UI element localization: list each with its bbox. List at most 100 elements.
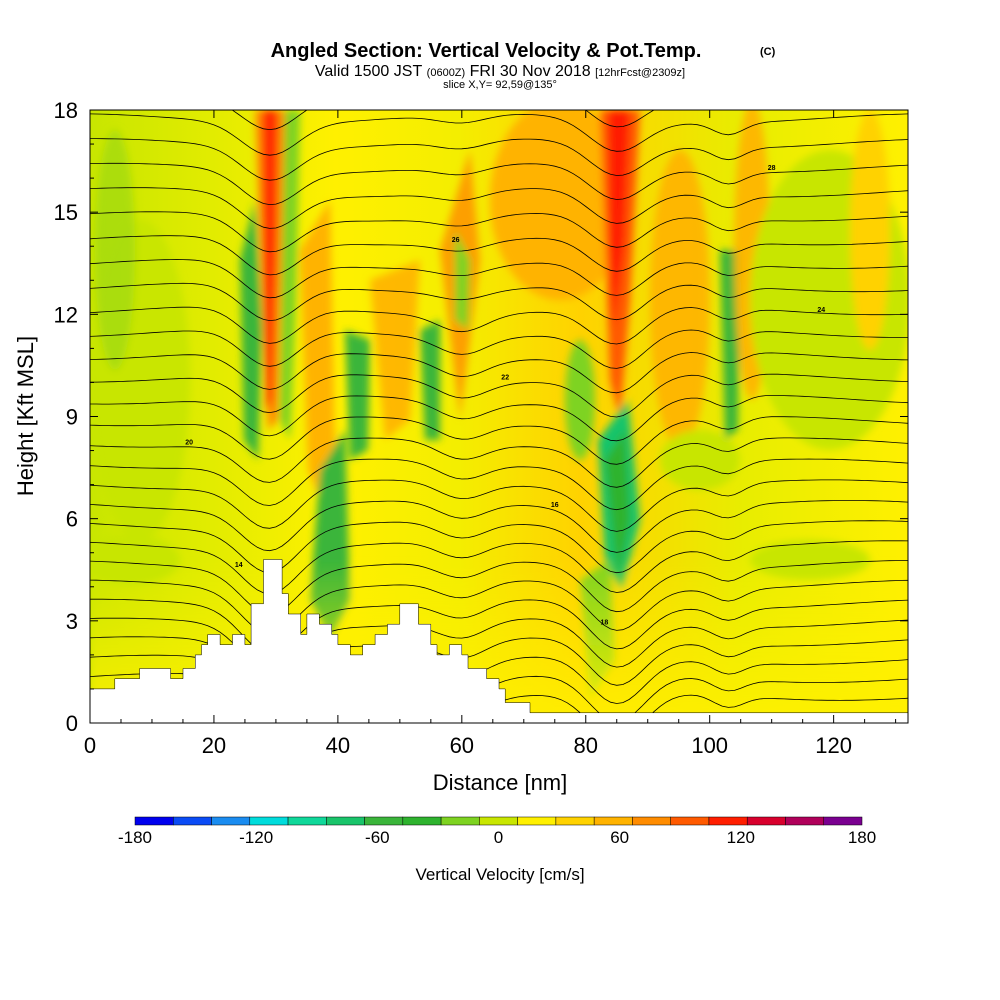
theta-contour-line (90, 458, 908, 511)
chart-title-mark: (C) (760, 46, 776, 58)
downdraft-band (455, 230, 470, 330)
theta-contour-line (90, 162, 908, 206)
theta-contour-label: 14 (235, 562, 243, 569)
y-axis-title: Height [Kft MSL] (13, 336, 38, 496)
theta-contour-line (90, 540, 908, 595)
colorbar-swatch (173, 816, 212, 826)
theta-contour-label: 30 (402, 90, 410, 97)
colorbar-swatch (785, 816, 824, 826)
colorbar-swatch (593, 816, 633, 826)
subtitle-valid: Valid 1500 JST (315, 63, 423, 80)
downdraft-band (345, 330, 370, 460)
colorbar-swatch (211, 816, 251, 826)
colorbar-swatch (326, 816, 365, 826)
theta-contour-label: 20 (185, 440, 193, 447)
theta-contour-line (90, 282, 908, 322)
velocity-field (90, 110, 908, 723)
updraft-core (262, 110, 278, 410)
colorbar-swatch (287, 816, 327, 826)
downdraft-region (565, 340, 595, 460)
theta-contour-line (90, 113, 908, 156)
theta-contour-label: 26 (452, 237, 460, 244)
theta-contour-line (90, 598, 908, 655)
theta-contour-line (90, 479, 908, 532)
theta-contour-line (90, 0, 908, 24)
colorbar-tick-label: -120 (239, 828, 273, 847)
y-tick-label: 6 (66, 507, 78, 532)
colorbar-swatch (134, 816, 174, 826)
x-tick-label: 80 (574, 733, 598, 758)
subtitle-date: FRI 30 Nov 2018 (470, 63, 591, 80)
theta-contour-line (90, 187, 908, 229)
theta-contour-line (90, 138, 908, 181)
colorbar-title: Vertical Velocity [cm/s] (415, 865, 584, 884)
theta-contour-line (90, 259, 908, 299)
y-tick-label: 9 (66, 405, 78, 430)
x-tick-label: 0 (84, 733, 96, 758)
downdraft-region (95, 130, 135, 370)
colorbar-swatch (249, 816, 289, 826)
chart-title: Angled Section: Vertical Velocity & Pot.… (271, 40, 702, 62)
theta-contour-label: 16 (551, 502, 559, 509)
colorbar-swatch (708, 816, 748, 826)
colorbar-swatch (823, 816, 863, 826)
colorbar-swatch (632, 816, 671, 826)
slice-label: slice X,Y= 92,59@135° (443, 79, 557, 91)
colorbar-swatch (479, 816, 518, 826)
theta-contour-line (90, 329, 908, 369)
subtitle-fcst: [12hrFcst@2309z] (595, 67, 685, 79)
theta-contour-line (90, 520, 908, 574)
updraft-region (850, 110, 890, 350)
colorbar-tick-label: 0 (494, 828, 503, 847)
x-tick-label: 20 (202, 733, 226, 758)
x-tick-label: 40 (326, 733, 350, 758)
downdraft-region (660, 430, 740, 490)
updraft-core (608, 110, 630, 330)
theta-contour-line (90, 500, 908, 553)
theta-contour-line (90, 560, 908, 615)
y-axis: 0 3 6 9 12 15 18 (54, 98, 908, 736)
colorbar-tick-label: 180 (848, 828, 876, 847)
colorbar-tick-label: 60 (610, 828, 629, 847)
downdraft-band (240, 200, 262, 460)
colorbar-swatch (517, 816, 557, 826)
colorbar-swatch (555, 816, 595, 826)
theta-contour-line (90, 235, 908, 276)
theta-contour-label: 22 (501, 375, 509, 382)
theta-contour-line (90, 579, 908, 635)
downdraft-core (605, 430, 630, 580)
theta-contour-line (90, 416, 908, 465)
subtitle-z: (0600Z) (427, 67, 466, 79)
theta-contour-label: 28 (768, 165, 776, 172)
theta-contour-line (90, 211, 908, 253)
updraft-region (370, 260, 420, 440)
x-tick-label: 60 (450, 733, 474, 758)
y-tick-label: 15 (54, 200, 78, 225)
colorbar-tick-label: 120 (727, 828, 755, 847)
theta-contour-label: 32 (718, 13, 726, 20)
downdraft-band (420, 320, 440, 440)
y-tick-label: 3 (66, 609, 78, 634)
updraft-region (300, 200, 335, 500)
colorbar-swatch (440, 816, 480, 826)
theta-contour-label: 24 (817, 307, 825, 314)
y-tick-label: 12 (54, 302, 78, 327)
y-tick-label: 0 (66, 711, 78, 736)
downdraft-region (750, 540, 870, 580)
theta-contour-label: 18 (600, 620, 608, 627)
colorbar: -180 -120 -60 0 60 120 180 (118, 816, 876, 847)
chart-subtitle: Valid 1500 JST (0600Z) FRI 30 Nov 2018 [… (315, 63, 685, 80)
colorbar-swatch (670, 816, 710, 826)
theta-contour-line (90, 352, 908, 394)
theta-contour-line (90, 617, 908, 673)
downdraft-band (280, 110, 300, 440)
colorbar-swatch (746, 816, 786, 826)
colorbar-swatch (402, 816, 442, 826)
downdraft-region (90, 535, 180, 585)
x-axis: 0 20 40 60 80 100 120 (84, 110, 897, 758)
colorbar-tick-label: -60 (365, 828, 390, 847)
x-tick-label: 120 (815, 733, 852, 758)
theta-contour-line (90, 306, 908, 345)
plot-area: 18 14 16 20 22 24 26 28 30 32 (90, 0, 908, 723)
